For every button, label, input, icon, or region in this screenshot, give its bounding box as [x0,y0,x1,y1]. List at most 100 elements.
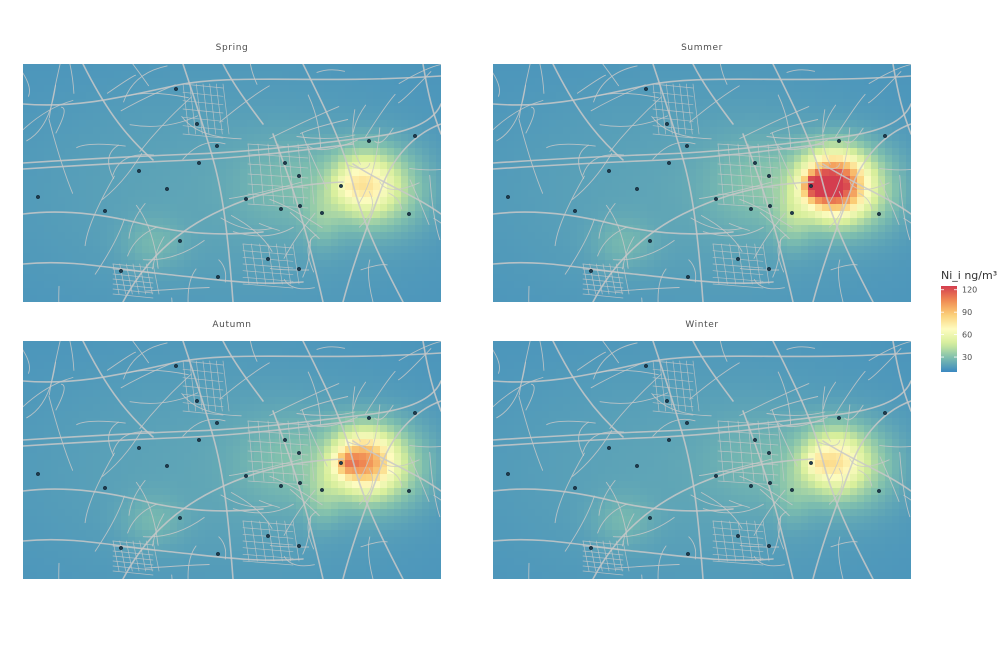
heatmap-cell [107,134,115,142]
heatmap-cell [836,197,844,205]
heatmap-cell [815,92,823,100]
heatmap-cell [787,211,795,219]
heatmap-cell [436,253,441,261]
heatmap-cell [408,92,416,100]
heatmap-cell [415,106,423,114]
heatmap-cell [717,127,725,135]
heatmap-cell [563,64,571,72]
heatmap-cell [808,225,816,233]
heatmap-cell [345,232,353,240]
heatmap-cell [794,288,802,296]
heatmap-cell [773,295,781,302]
heatmap-cell [829,267,837,275]
heatmap-cell [801,190,809,198]
heatmap-cell [23,295,31,302]
heatmap-cell [787,267,795,275]
road-line [120,84,176,112]
heatmap-cell [198,183,206,191]
heatmap-cell [885,253,893,261]
heatmap-cell [408,295,416,302]
station-point [665,122,669,126]
heatmap-cell [23,148,31,156]
heatmap-cell [577,183,585,191]
heatmap-cell [717,71,725,79]
heatmap-cell [86,92,94,100]
road-line [269,106,340,139]
heatmap-cell [710,218,718,226]
heatmap-cell [759,288,767,296]
heatmap-cell [850,246,858,254]
heatmap-cell [184,204,192,212]
heatmap-cell [184,113,192,121]
road-line [766,134,826,139]
heatmap-cell [829,295,837,302]
heatmap-cell [570,120,578,128]
heatmap-cell [331,232,339,240]
heatmap-cell [226,355,234,363]
heatmap-cell [247,71,255,79]
heatmap-cell [619,176,627,184]
heatmap-cell [535,288,543,296]
heatmap-cell [219,71,227,79]
heatmap-cell [338,295,346,302]
heatmap-cell [535,211,543,219]
street-grid-line [292,243,300,285]
heatmap-cell [331,190,339,198]
heatmap-cell [584,190,592,198]
street-grid-line [242,250,294,256]
heatmap-cell [72,390,80,398]
heatmap-cell [563,78,571,86]
heatmap-cell [549,106,557,114]
heatmap-cell [787,183,795,191]
heatmap-cell [282,390,290,398]
heatmap-cell [317,232,325,240]
heatmap-cell [689,225,697,233]
heatmap-cell [198,197,206,205]
heatmap-cell [535,141,543,149]
heatmap-cell [212,64,220,72]
heatmap-cell [359,218,367,226]
heatmap-cell [850,232,858,240]
heatmap-cell [752,218,760,226]
heatmap-cell [717,218,725,226]
heatmap-cell [261,106,269,114]
heatmap-cell [843,267,851,275]
heatmap-cell [871,169,879,177]
heatmap-cell [163,155,171,163]
street-grid-line [182,133,224,139]
heatmap-cell [219,211,227,219]
heatmap-cell [79,348,87,356]
heatmap-cell [626,113,634,121]
heatmap-cell [689,141,697,149]
heatmap-cell [275,253,283,261]
road-line [316,69,346,73]
heatmap-cell [30,225,38,233]
heatmap-cell [675,134,683,142]
heatmap-cell [58,92,66,100]
station-point [283,161,287,165]
road-line [58,285,60,302]
heatmap-cell [661,295,669,302]
heatmap-cell [408,141,416,149]
heatmap-cell [493,211,501,219]
heatmap-cell [163,127,171,135]
heatmap-cell [773,190,781,198]
heatmap-cell [773,99,781,107]
heatmap-cell [114,383,122,391]
heatmap-cell [352,355,360,363]
heatmap-cell [79,239,87,247]
heatmap-cell [310,148,318,156]
heatmap-cell [794,64,802,72]
heatmap-cell [380,267,388,275]
heatmap-cell [247,134,255,142]
heatmap-cell [528,295,536,302]
heatmap-cell [121,211,129,219]
heatmap-cell [163,190,171,198]
heatmap-cell [114,295,122,302]
heatmap-cell [843,99,851,107]
heatmap-cell [184,155,192,163]
heatmap-cell [93,64,101,72]
street-grid-line [145,263,153,295]
heatmap-cell [261,71,269,79]
heatmap-cell [275,355,283,363]
